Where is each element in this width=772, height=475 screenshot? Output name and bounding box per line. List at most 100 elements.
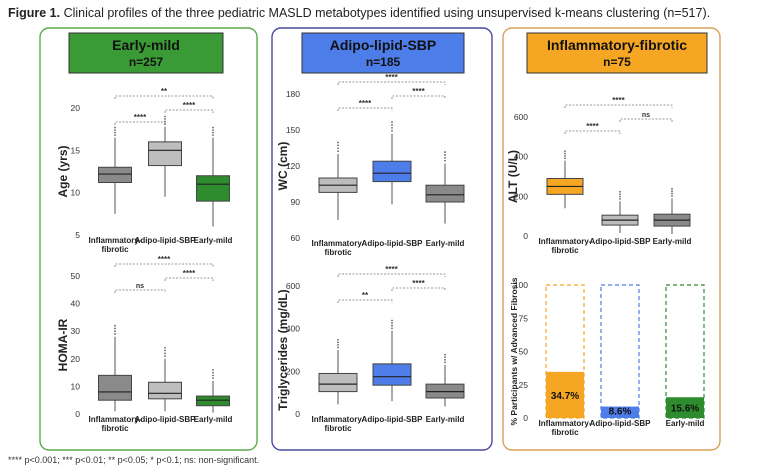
chart-1: 5 10 15 20 Age (yrs) Inflammatory-fibrotic Adi… xyxy=(56,87,232,254)
outlier-point xyxy=(212,134,214,136)
x-tick-label: fibrotic xyxy=(551,428,579,437)
outlier-point xyxy=(444,151,446,153)
outlier-point xyxy=(391,322,393,325)
outlier-point xyxy=(212,374,214,377)
y-axis-label: WC (cm) xyxy=(276,142,290,191)
significance-bracket xyxy=(619,118,673,122)
y-tick-label: 120 xyxy=(286,161,300,171)
figure-caption: Clinical profiles of the three pediatric… xyxy=(63,6,711,20)
significance-bracket xyxy=(114,121,166,125)
y-tick-label: 75 xyxy=(519,313,529,323)
x-tick-label: Adipo-lipid-SBP xyxy=(362,239,424,248)
y-tick-label: 90 xyxy=(291,197,301,207)
significance-bracket xyxy=(114,95,214,99)
outlier-point xyxy=(114,134,116,136)
outlier-point xyxy=(619,193,621,196)
outlier-point xyxy=(114,333,116,335)
significance-bracket xyxy=(114,289,166,293)
outlier-point xyxy=(212,126,214,129)
y-tick-label: 10 xyxy=(71,188,81,198)
y-axis-label: HOMA-IR xyxy=(56,318,70,371)
significance-bracket xyxy=(337,107,393,111)
outlier-point xyxy=(337,144,339,147)
y-tick-label: 15 xyxy=(71,145,81,155)
significance-label: **** xyxy=(158,255,171,264)
box xyxy=(318,372,358,393)
outlier-point xyxy=(391,319,393,322)
x-tick-label: Inflammatory- xyxy=(312,239,365,248)
significance-label: ns xyxy=(136,283,144,290)
outlier-point xyxy=(212,377,214,380)
y-tick-label: 25 xyxy=(519,380,529,390)
outlier-point xyxy=(564,152,566,155)
bar xyxy=(666,397,704,418)
chart-2: 0 10 20 30 40 50 HOMA-IR Inflammatory-fibrotic A… xyxy=(56,255,232,433)
figure-label: Figure 1. xyxy=(8,6,61,20)
x-tick-label: Inflammatory- xyxy=(539,419,592,428)
box xyxy=(425,184,465,203)
cluster-header-3 xyxy=(526,32,708,74)
cluster-panel-1 xyxy=(39,27,258,451)
x-tick-label: Early-mild xyxy=(426,415,465,424)
box xyxy=(196,395,230,407)
y-tick-label: 20 xyxy=(71,354,81,364)
y-axis-label: Triglycerides (mg/dL) xyxy=(276,289,290,410)
outlier-point xyxy=(391,327,393,330)
significance-bracket xyxy=(337,81,446,85)
significance-bracket xyxy=(564,130,621,134)
outlier-point xyxy=(337,343,339,346)
cluster-name-1: Early-mild xyxy=(112,37,180,53)
y-tick-label: 20 xyxy=(71,103,81,113)
cluster-header-2 xyxy=(301,32,465,74)
significance-label: **** xyxy=(385,265,398,274)
cluster-n-1: n=257 xyxy=(129,55,164,69)
box xyxy=(196,175,230,202)
bar xyxy=(546,371,584,418)
y-tick-label: 400 xyxy=(286,324,300,334)
y-tick-label: 150 xyxy=(286,125,300,135)
outlier-point xyxy=(114,330,116,333)
x-tick-label: fibrotic xyxy=(101,245,129,254)
outlier-point xyxy=(564,157,566,160)
outlier-point xyxy=(114,131,116,134)
y-tick-label: 40 xyxy=(71,299,81,309)
outlier-point xyxy=(391,324,393,327)
bar-value-label: 34.7% xyxy=(551,391,579,402)
outlier-point xyxy=(619,190,621,193)
y-tick-label: 0 xyxy=(523,231,528,241)
box xyxy=(98,166,132,184)
bar-value-label: 8.6% xyxy=(609,407,632,418)
x-tick-label: Inflammatory- xyxy=(312,415,365,424)
y-tick-label: 30 xyxy=(71,326,81,336)
outlier-point xyxy=(212,371,214,374)
x-tick-label: Early-mild xyxy=(426,239,465,248)
x-tick-label: Adipo-lipid-SBP xyxy=(135,236,197,245)
x-tick-label: Early-mild xyxy=(666,419,705,428)
outlier-point xyxy=(444,159,446,162)
outlier-point xyxy=(564,154,566,157)
outlier-point xyxy=(337,141,339,144)
y-tick-label: 100 xyxy=(514,280,528,290)
outlier-point xyxy=(619,198,621,200)
x-tick-label: fibrotic xyxy=(551,246,579,255)
significance-label: **** xyxy=(412,87,425,96)
y-tick-label: 0 xyxy=(523,413,528,423)
significance-label: **** xyxy=(183,269,196,278)
significance-label: **** xyxy=(134,113,147,122)
box xyxy=(98,374,132,401)
y-tick-label: 5 xyxy=(75,230,80,240)
significance-bracket xyxy=(114,263,214,267)
y-tick-label: 200 xyxy=(514,191,528,201)
outlier-point xyxy=(337,147,339,150)
outlier-point xyxy=(444,358,446,361)
outlier-point xyxy=(444,356,446,359)
box xyxy=(372,363,412,386)
y-tick-label: 600 xyxy=(514,112,528,122)
cluster-header-1 xyxy=(68,32,224,74)
x-tick-label: fibrotic xyxy=(324,248,352,257)
cluster-name-2: Adipo-lipid-SBP xyxy=(330,37,437,53)
x-tick-label: Adipo-lipid-SBP xyxy=(590,419,652,428)
outlier-point xyxy=(337,150,339,153)
x-tick-label: Inflammatory- xyxy=(539,237,592,246)
